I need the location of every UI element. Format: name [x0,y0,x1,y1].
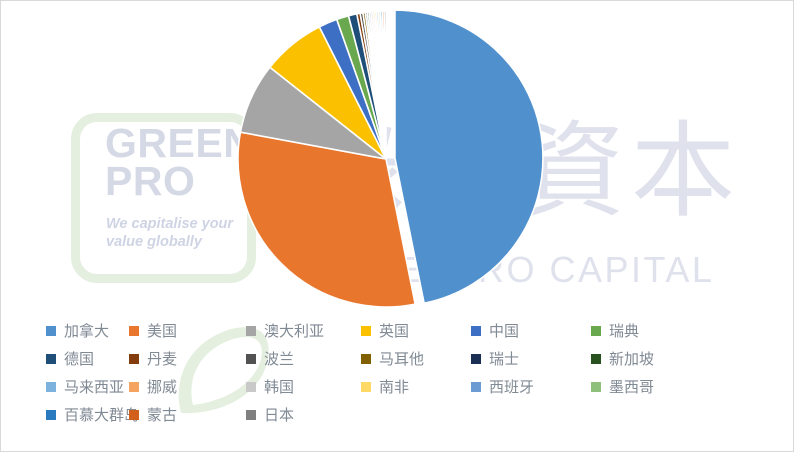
chart-legend: 加拿大 美国 澳大利亚 英国 中国 瑞典德国 丹麦 波兰 马耳他 瑞士 新加坡马来西亚 挪威 韩国 南非 西… [1,317,793,429]
legend-item-label: 新加坡 [609,349,655,368]
legend-color-swatch [361,382,371,392]
legend-color-swatch [246,410,256,420]
legend-item-label: 蒙古 [147,405,178,424]
legend-color-swatch [361,354,371,364]
legend-item[interactable]: 日本 [246,401,361,429]
legend-item[interactable]: 美国 [129,317,246,345]
legend-item-label: 韩国 [264,377,295,396]
pie-slice[interactable] [383,10,387,160]
legend-item[interactable]: 中国 [471,317,591,345]
pie-slice-group [237,9,544,308]
legend-item[interactable]: 韩国 [246,373,361,401]
legend-item[interactable]: 波兰 [246,345,361,373]
legend-color-swatch [471,382,481,392]
legend-color-swatch [591,382,601,392]
legend-item[interactable]: 瑞典 [591,317,711,345]
legend-color-swatch [46,354,56,364]
legend-item-label: 瑞典 [609,321,640,340]
legend-item-label: 中国 [489,321,520,340]
legend-color-swatch [591,354,601,364]
legend-color-swatch [471,326,481,336]
legend-item[interactable]: 百慕大群岛 [1,401,139,429]
legend-item[interactable]: 墨西哥 [591,373,711,401]
legend-item-label: 德国 [64,349,95,368]
legend-color-swatch [46,382,56,392]
legend-color-swatch [471,354,481,364]
legend-item[interactable]: 德国 [1,345,129,373]
legend-item-label: 波兰 [264,349,295,368]
legend-item-label: 英国 [379,321,410,340]
legend-color-swatch [129,382,139,392]
legend-item-label: 南非 [379,377,410,396]
legend-item-label: 美国 [147,321,178,340]
legend-color-swatch [129,410,139,420]
legend-item[interactable]: 英国 [361,317,471,345]
legend-row: 马来西亚 挪威 韩国 南非 西班牙 墨西哥 [1,373,793,401]
legend-item[interactable]: 马耳他 [361,345,471,373]
legend-color-swatch [129,354,139,364]
legend-item-label: 马来西亚 [64,377,125,396]
legend-item-label: 瑞士 [489,349,520,368]
legend-item[interactable]: 挪威 [129,373,246,401]
legend-row: 百慕大群岛 蒙古 日本 [1,401,793,429]
legend-color-swatch [361,326,371,336]
legend-color-swatch [129,326,139,336]
legend-item[interactable]: 瑞士 [471,345,591,373]
pie-slice[interactable] [394,9,544,305]
pie-plot-area [1,1,793,311]
legend-item-label: 马耳他 [379,349,425,368]
legend-item[interactable]: 新加坡 [591,345,711,373]
legend-item[interactable]: 澳大利亚 [246,317,361,345]
legend-row: 加拿大 美国 澳大利亚 英国 中国 瑞典 [1,317,793,345]
legend-item[interactable]: 丹麦 [129,345,246,373]
legend-item-label: 加拿大 [64,321,110,340]
legend-color-swatch [591,326,601,336]
legend-item-label: 澳大利亚 [264,321,325,340]
legend-item[interactable]: 西班牙 [471,373,591,401]
legend-item[interactable]: 加拿大 [1,317,129,345]
legend-color-swatch [246,326,256,336]
legend-item[interactable]: 南非 [361,373,471,401]
pie-svg [237,9,544,308]
legend-color-swatch [46,410,56,420]
legend-item-label: 丹麦 [147,349,178,368]
legend-color-swatch [46,326,56,336]
legend-item-label: 墨西哥 [609,377,655,396]
legend-item[interactable]: 马来西亚 [1,373,129,401]
legend-item-label: 日本 [264,405,295,424]
legend-item-label: 挪威 [147,377,178,396]
legend-color-swatch [246,382,256,392]
legend-item-label: 西班牙 [489,377,535,396]
legend-color-swatch [246,354,256,364]
legend-item[interactable]: 蒙古 [129,401,246,429]
legend-row: 德国 丹麦 波兰 马耳他 瑞士 新加坡 [1,345,793,373]
legend-item-label: 百慕大群岛 [64,405,140,424]
pie-slice[interactable] [237,131,417,308]
